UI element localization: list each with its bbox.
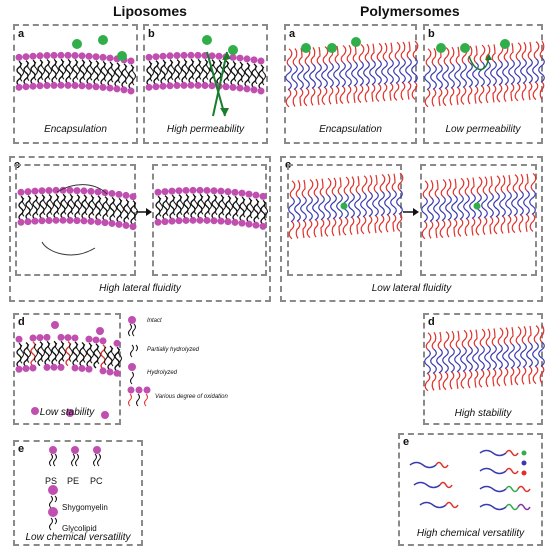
solute-molecule (117, 51, 127, 61)
polymersome-panel-c-before (287, 164, 404, 276)
panel-caption: High permeability (166, 124, 245, 135)
liposome-panel-c-before (15, 164, 138, 276)
lipid-bilayer-illustration (17, 184, 138, 256)
liposome-panel-a: a Encapsulation (13, 24, 138, 144)
panel-letter: a (289, 28, 296, 40)
polymer-bilayer-illustration (285, 37, 419, 108)
permeation-arrow (206, 51, 226, 117)
panel-caption: High stability (454, 408, 512, 419)
legend-intact: Intact (147, 318, 162, 324)
panel-caption: Low chemical versatility (25, 532, 131, 543)
liposome-panel-e: e PS PE PC Shygomyelin Glycolipid Low ch… (13, 440, 143, 546)
panel-letter: d (428, 316, 435, 328)
liposome-panel-d: d Low stability (13, 313, 122, 425)
legend-oxidation: Various degree of oxidation (155, 394, 228, 400)
polymer-bilayer-illustration (421, 172, 537, 240)
diffusion-arrow (41, 241, 96, 256)
polymersome-panel-b: b Low permeability (423, 24, 545, 144)
panel-caption: Encapsulation (44, 124, 107, 135)
polymersomes-title: Polymersomes (360, 3, 460, 19)
liposome-panel-c-after (152, 164, 268, 276)
lipid-label-pc: PC (90, 476, 103, 486)
polymer-bilayer-illustration (424, 39, 545, 108)
polymersome-panel-c-after (420, 164, 537, 276)
lipid-types-illustration (48, 446, 101, 531)
panel-caption: Low lateral fluidity (371, 283, 452, 294)
panel-letter: b (428, 28, 435, 40)
panel-letter: d (18, 316, 25, 328)
liposomes-title: Liposomes (113, 3, 187, 19)
lipid-name-shygomyelin: Shygomyelin (62, 503, 108, 512)
degraded-bilayer-illustration (15, 321, 122, 419)
panel-letter: a (18, 28, 25, 40)
polymersome-panel-e: e High chemical versatility (398, 433, 543, 546)
panel-caption: Encapsulation (319, 124, 382, 135)
liposome-panel-b: b High permeability (143, 24, 268, 144)
diffusion-arrow (56, 184, 108, 195)
lipid-bilayer-illustration (145, 35, 266, 117)
panel-letter: b (148, 28, 155, 40)
lipid-bilayer-illustration (15, 35, 136, 95)
lipid-label-pe: PE (67, 476, 80, 486)
polymer-bilayer-illustration (288, 172, 404, 240)
lipid-bilayer-illustration (154, 186, 268, 230)
block-copolymer-types-illustration (409, 449, 531, 511)
panel-caption: Low stability (39, 407, 95, 418)
legend-hydrolyzed: Hydrolyzed (147, 370, 178, 376)
lipid-label-ps: PS (45, 476, 58, 486)
permeation-arrow (212, 51, 228, 117)
arrow-right-icon (403, 208, 419, 216)
solute-molecule (72, 39, 82, 49)
arrow-right-icon (136, 208, 152, 216)
degradation-legend-icons (127, 316, 151, 407)
solute-molecule (228, 45, 238, 55)
panel-caption: High chemical versatility (416, 528, 525, 539)
solute-molecule (202, 35, 212, 45)
panel-caption: Low permeability (445, 124, 521, 135)
panel-letter: e (18, 443, 25, 455)
lipid-name-glycolipid: Glycolipid (62, 524, 97, 533)
polymersome-panel-d: d High stability (423, 313, 545, 425)
panel-caption: High lateral fluidity (99, 283, 181, 294)
panel-letter: e (403, 436, 410, 448)
solute-molecule (98, 35, 108, 45)
polymersome-panel-a: a Encapsulation (284, 24, 419, 144)
polymer-bilayer-illustration (424, 324, 545, 392)
legend-partially-hydrolyzed: Partially hydrolyzed (147, 347, 200, 353)
